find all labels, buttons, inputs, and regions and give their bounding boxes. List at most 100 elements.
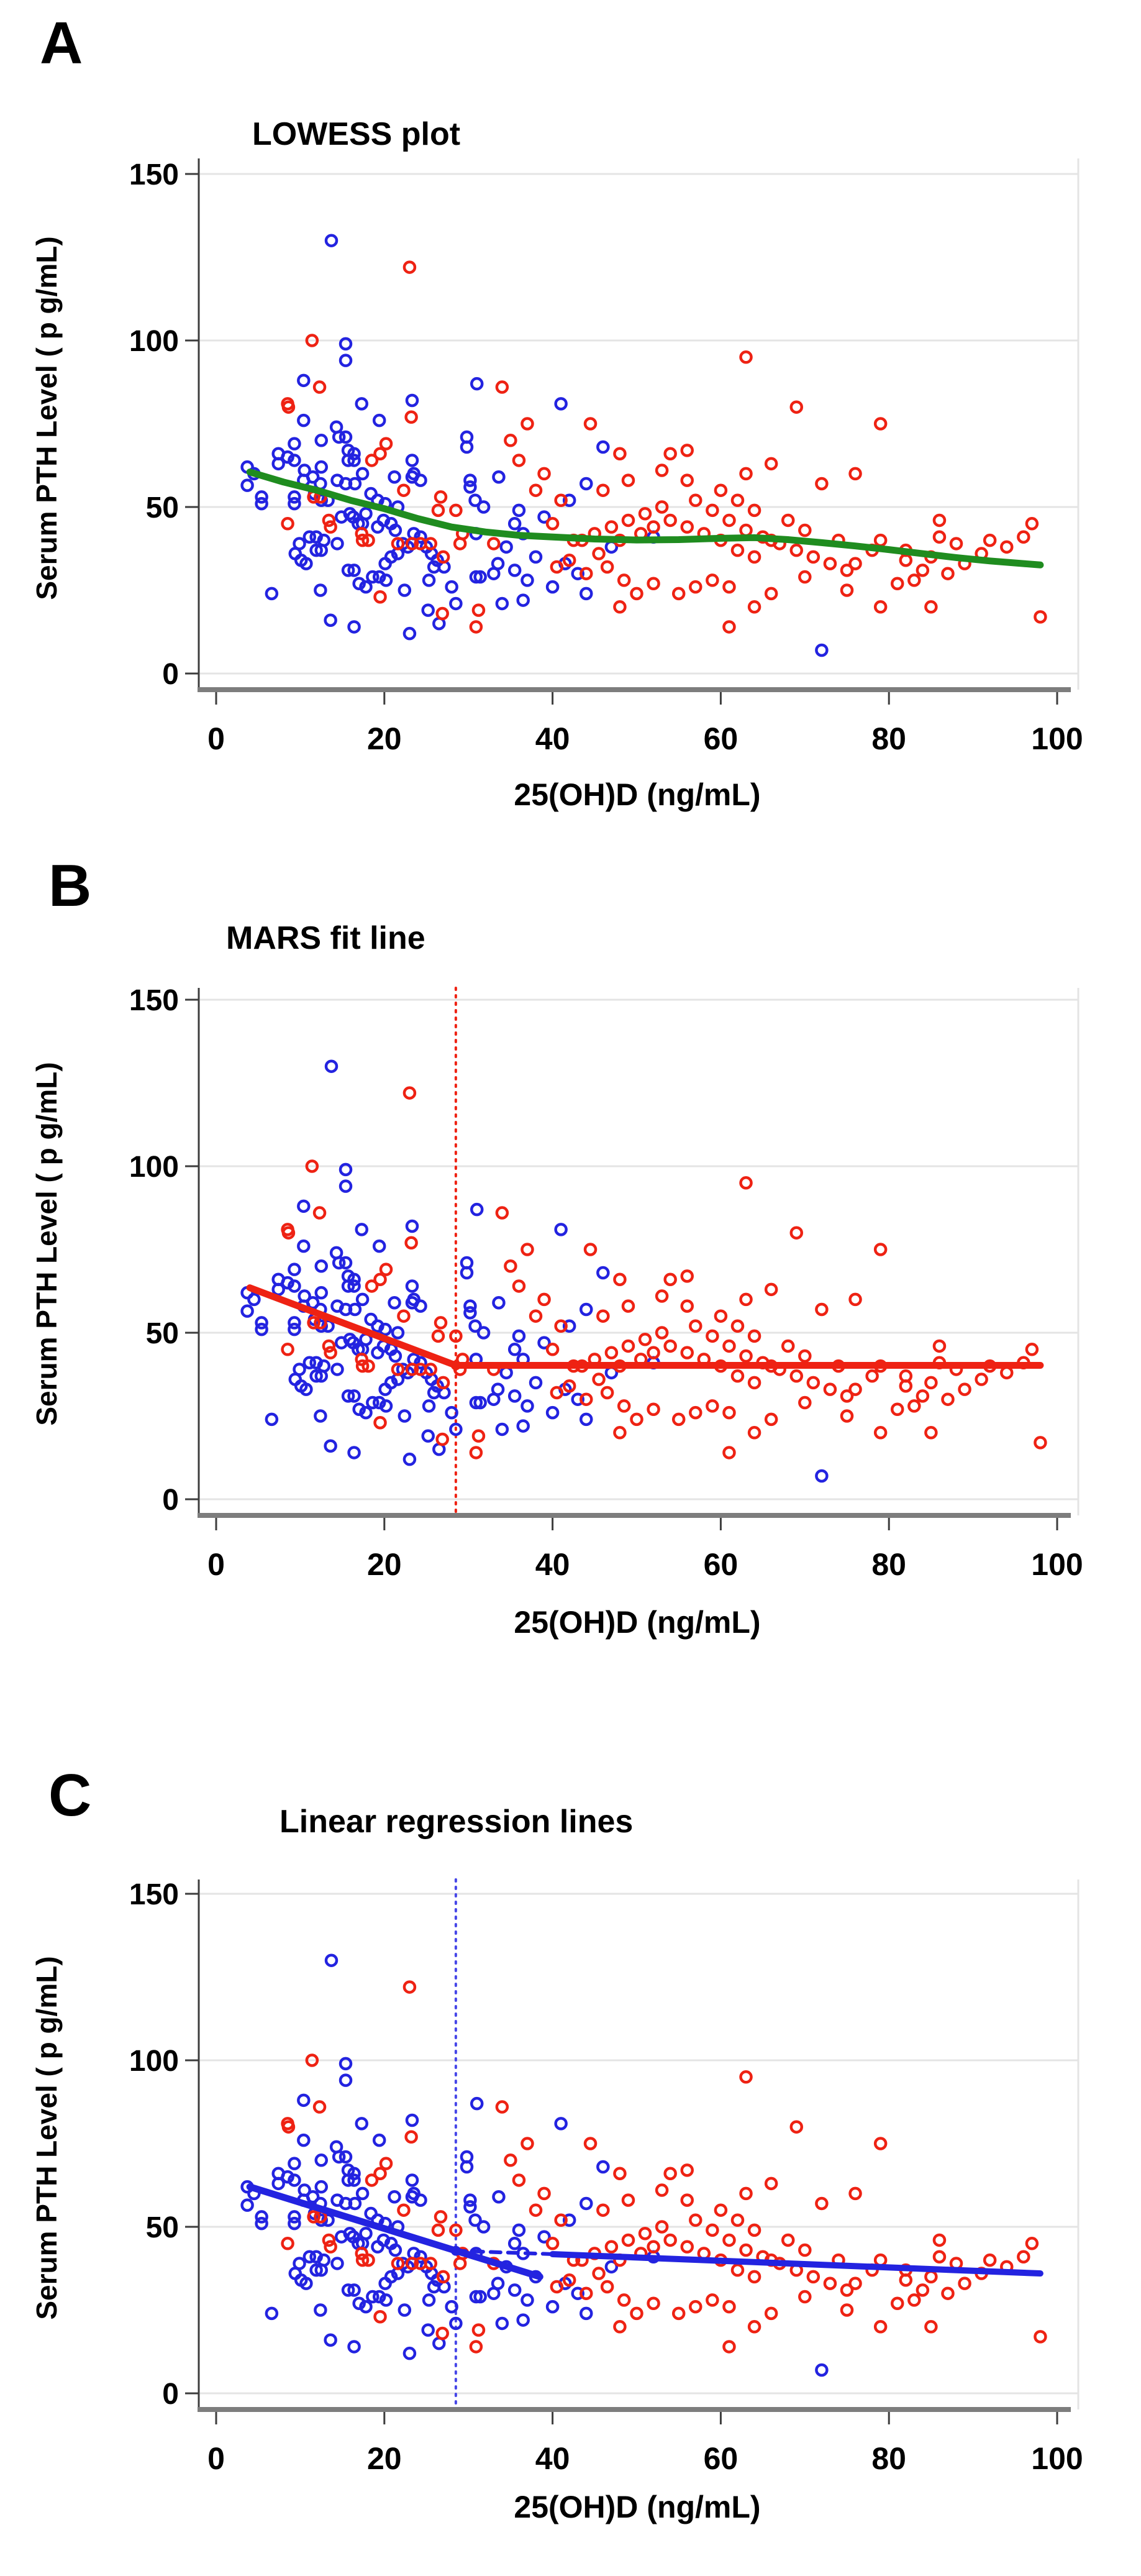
scatter-point [924,2320,938,2334]
scatter-point [663,513,677,528]
scatter-point [339,337,353,351]
scatter-point [449,596,463,611]
scatter-point [314,2303,327,2317]
x-tick-label: 60 [704,721,739,756]
scatter-point [330,2257,344,2270]
scatter-point [932,1339,947,1353]
scatter-point [529,550,543,564]
scatter-point [571,1392,584,1406]
scatter-point [476,2220,491,2234]
scatter-point [798,570,812,584]
scatter-point [240,478,254,492]
scatter-point [339,430,353,444]
scatter-point [297,1239,311,1253]
scatter-point [545,517,560,531]
scatter-point [352,577,366,591]
scatter-point [414,1356,427,1369]
scatter-point [324,1439,337,1453]
scatter-point [293,1363,306,1376]
scatter-point [347,2173,361,2187]
x-tick-label: 100 [1031,2441,1083,2476]
scatter-point [449,2223,463,2237]
scatter-point [449,2316,463,2331]
scatter-point [815,2196,829,2211]
scatter-point [372,2133,386,2147]
scatter-point [512,2223,526,2237]
panel-a-title: LOWESS plot [252,116,461,152]
scatter-point [537,467,551,481]
scatter-point [281,450,294,464]
scatter-point [529,1376,543,1390]
scatter-point [663,2233,677,2247]
scatter-point [890,2296,904,2311]
scatter-point [322,513,336,528]
scatter-point [655,2183,669,2197]
scatter-point [372,413,386,427]
scatter-point [706,2293,719,2307]
scatter-point [781,1339,795,1353]
scatter-point [747,2223,761,2237]
scatter-point [271,2176,285,2191]
scatter-point [298,464,311,477]
scatter-point [312,380,327,394]
scatter-point [322,2233,336,2247]
scatter-point [288,2157,301,2170]
scatter-point [571,2286,584,2300]
scatter-point [550,1386,564,1400]
scatter-point [388,2190,401,2204]
scatter-point [798,1395,812,1410]
scatter-point [580,2306,593,2321]
x-tick-label: 100 [1031,1547,1083,1582]
scatter-point [473,2290,487,2304]
x-tick-label: 60 [704,1547,739,1582]
scatter-point [840,564,854,577]
scatter-point [402,626,417,641]
scatter-point [405,454,419,467]
scatter-point [647,520,660,534]
scatter-point [391,537,405,550]
scatter-point [537,510,551,524]
scatter-point [592,1372,606,1386]
scatter-point [647,1346,660,1359]
scatter-point [397,1309,411,1323]
scatter-point [324,2333,337,2347]
scatter-point [468,493,482,508]
scatter-point [815,477,829,491]
scatter-point [404,2130,418,2144]
scatter-point [405,1219,419,1233]
y-tick-label: 100 [129,1151,179,1184]
scatter-point [435,2326,449,2341]
scatter-point [255,2210,268,2224]
scatter-point [405,2257,419,2270]
scatter-point [848,2277,862,2290]
scatter-point [449,1329,463,1343]
scatter-point [714,1309,728,1323]
scatter-point [355,1359,370,1373]
scatter-point [739,467,753,481]
scatter-point [1000,1366,1014,1380]
scatter-point [361,2253,375,2267]
scatter-point [314,2180,328,2194]
scatter-point [324,1059,339,1073]
scatter-point [463,473,477,487]
scatter-point [1000,540,1014,554]
scatter-point [305,2053,319,2067]
scatter-point [373,590,387,604]
scatter-point [330,537,344,550]
scatter-point [312,1206,327,1220]
scatter-point [958,1382,971,1396]
scatter-point [529,483,543,497]
scatter-point [281,517,294,531]
scatter-point [680,473,694,487]
scatter-point [613,2167,627,2180]
scatter-point [781,2233,795,2247]
scatter-point [596,1309,610,1323]
panel-a-letter: A [40,10,83,76]
scatter-point [924,1426,938,1440]
scatter-series-blue-group [240,234,829,657]
scatter-point [592,2267,606,2280]
scatter-point [516,593,530,607]
scatter-point [469,1446,483,1459]
scatter-point [647,2296,660,2311]
